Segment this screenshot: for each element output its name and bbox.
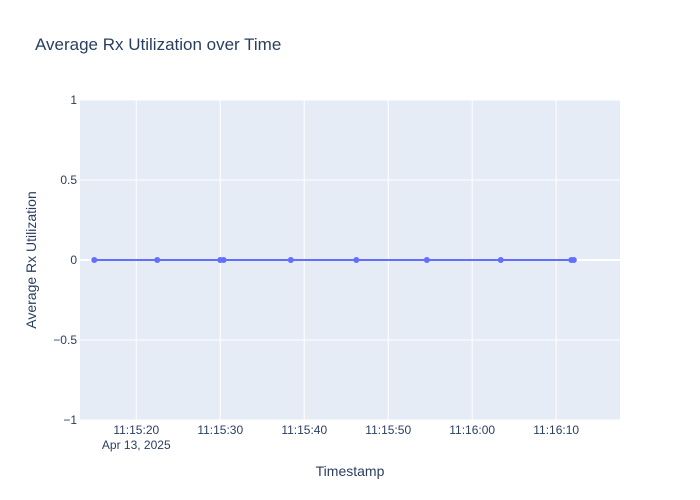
series-layer (91, 257, 577, 263)
data-point[interactable] (497, 257, 504, 263)
data-point[interactable] (570, 257, 577, 263)
y-tick-label: 0.5 (60, 173, 77, 187)
y-tick-label: 1 (70, 93, 77, 107)
y-axis-title: Average Rx Utilization (23, 191, 39, 328)
data-point[interactable] (353, 257, 360, 263)
x-tick-label: 11:16:10 (533, 423, 579, 437)
y-tick-label: −1 (63, 413, 77, 427)
data-point[interactable] (287, 257, 294, 263)
x-tick-label: 11:15:30 (197, 423, 243, 437)
chart-title: Average Rx Utilization over Time (35, 35, 281, 54)
x-tick-label: 11:15:40 (281, 423, 327, 437)
y-tick-label: −0.5 (53, 333, 77, 347)
x-tick-label: 11:16:00 (449, 423, 495, 437)
x-tick-date-label: Apr 13, 2025 (102, 438, 171, 452)
x-tick-label: 11:15:20 (113, 423, 159, 437)
data-point[interactable] (220, 257, 227, 263)
data-point[interactable] (91, 257, 98, 263)
data-point[interactable] (423, 257, 430, 263)
data-point[interactable] (154, 257, 161, 263)
x-tick-label: 11:15:50 (365, 423, 411, 437)
x-axis-title: Timestamp (316, 463, 385, 479)
y-tick-label: 0 (70, 253, 77, 267)
